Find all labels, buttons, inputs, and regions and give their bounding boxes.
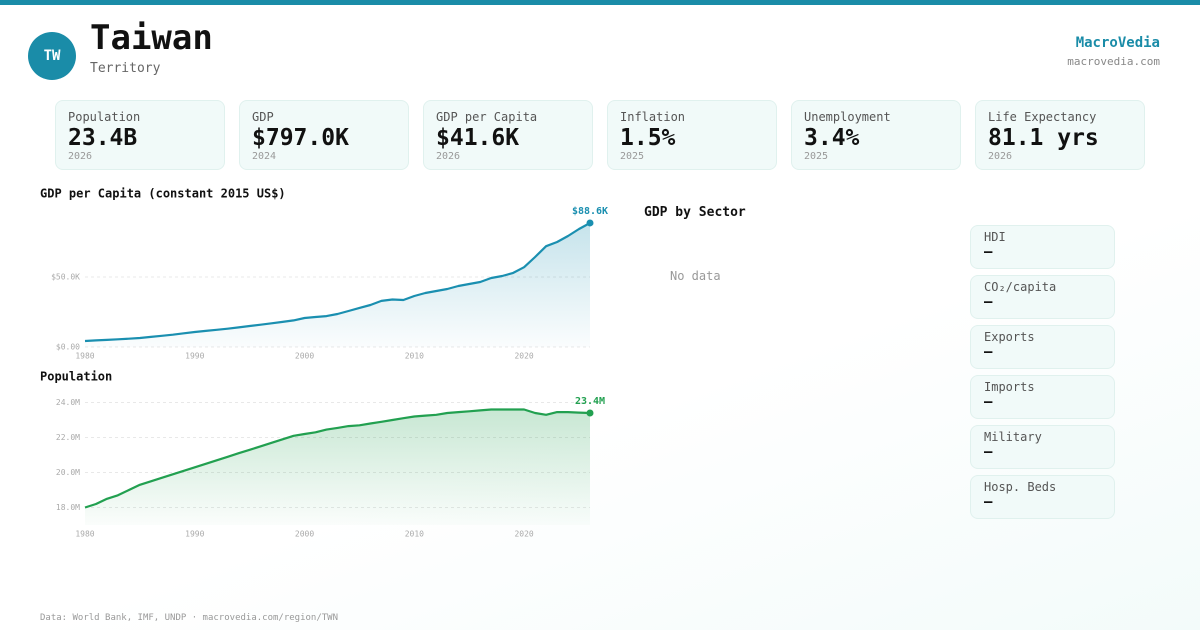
x-tick-label: 2010 — [405, 352, 424, 361]
stat-label: Inflation — [620, 110, 686, 124]
stat-label: Life Expectancy — [988, 110, 1097, 124]
x-tick-label: 2010 — [405, 530, 424, 539]
stat-year: 2024 — [252, 151, 277, 162]
line — [84, 408, 591, 509]
x-tick-label: 1990 — [185, 530, 204, 539]
stat-value: 3.4% — [804, 125, 860, 151]
stat-label: GDP per Capita — [436, 110, 538, 124]
end-point — [586, 409, 594, 417]
stat-value: $797.0K — [252, 125, 349, 151]
indicator-value: — — [984, 394, 993, 410]
area — [85, 223, 590, 347]
stat-value: 23.4B — [68, 125, 138, 151]
y-tick-label: $50.0K — [51, 273, 80, 282]
stat-card: Unemployment 3.4% 2025 — [791, 100, 961, 170]
stat-year: 2025 — [804, 151, 829, 162]
stat-card: Population 23.4B 2026 — [55, 100, 225, 170]
indicator-value: — — [984, 444, 993, 460]
footer: Data: World Bank, IMF, UNDP · macrovedia… — [40, 613, 339, 623]
y-tick-label: 24.0M — [56, 398, 80, 407]
subtitle: Territory — [90, 61, 161, 76]
indicator-label: CO₂/capita — [984, 280, 1057, 294]
title: Taiwan — [90, 18, 213, 58]
stat-value: 81.1 yrs — [988, 125, 1099, 151]
brand[interactable]: MacroVedia — [1075, 35, 1160, 51]
x-tick-label: 2020 — [514, 352, 533, 361]
chart-title: GDP per Capita (constant 2015 US$) — [40, 187, 286, 201]
indicator-card: CO₂/capita — — [970, 275, 1115, 319]
end-point — [586, 219, 594, 227]
indicator-card: HDI — — [970, 225, 1115, 269]
stat-label: Population — [68, 110, 141, 124]
y-tick-label: 22.0M — [56, 433, 80, 442]
indicator-label: Hosp. Beds — [984, 480, 1057, 494]
x-tick-label: 2000 — [295, 530, 314, 539]
y-tick-label: 18.0M — [56, 503, 80, 512]
top-bar — [0, 0, 1200, 5]
value-label: 23.4M — [575, 396, 605, 407]
stat-card: GDP per Capita $41.6K 2026 — [423, 100, 593, 170]
site[interactable]: macrovedia.com — [1067, 55, 1160, 68]
x-tick-label: 1980 — [75, 352, 94, 361]
stat-year: 2026 — [68, 151, 93, 162]
value-label: $88.6K — [572, 206, 608, 217]
area — [85, 409, 590, 525]
indicator-card: Exports — — [970, 325, 1115, 369]
x-tick-label: 1990 — [185, 352, 204, 361]
indicator-card: Military — — [970, 425, 1115, 469]
x-tick-label: 2000 — [295, 352, 314, 361]
sector-empty: No data — [670, 269, 721, 283]
stat-value: 1.5% — [620, 125, 676, 151]
indicator-label: Military — [984, 430, 1042, 444]
stat-year: 2026 — [988, 151, 1013, 162]
x-tick-label: 2020 — [514, 530, 533, 539]
indicator-label: Imports — [984, 380, 1035, 394]
avatar: TW — [28, 32, 76, 80]
y-tick-label: $0.00 — [56, 343, 80, 352]
chart-title: Population — [40, 370, 112, 384]
stat-label: Unemployment — [804, 110, 891, 124]
stat-card: Inflation 1.5% 2025 — [607, 100, 777, 170]
indicator-value: — — [984, 244, 993, 260]
indicator-card: Hosp. Beds — — [970, 475, 1115, 519]
stat-year: 2025 — [620, 151, 645, 162]
stat-value: $41.6K — [436, 125, 520, 151]
indicator-card: Imports — — [970, 375, 1115, 419]
x-tick-label: 1980 — [75, 530, 94, 539]
indicator-value: — — [984, 494, 993, 510]
stat-label: GDP — [252, 110, 274, 124]
indicator-label: HDI — [984, 230, 1006, 244]
indicator-value: — — [984, 344, 993, 360]
line — [84, 222, 591, 343]
indicator-label: Exports — [984, 330, 1035, 344]
y-tick-label: 20.0M — [56, 468, 80, 477]
sector-title: GDP by Sector — [644, 205, 746, 220]
stat-card: GDP $797.0K 2024 — [239, 100, 409, 170]
indicator-value: — — [984, 294, 993, 310]
stat-year: 2026 — [436, 151, 461, 162]
stat-card: Life Expectancy 81.1 yrs 2026 — [975, 100, 1145, 170]
